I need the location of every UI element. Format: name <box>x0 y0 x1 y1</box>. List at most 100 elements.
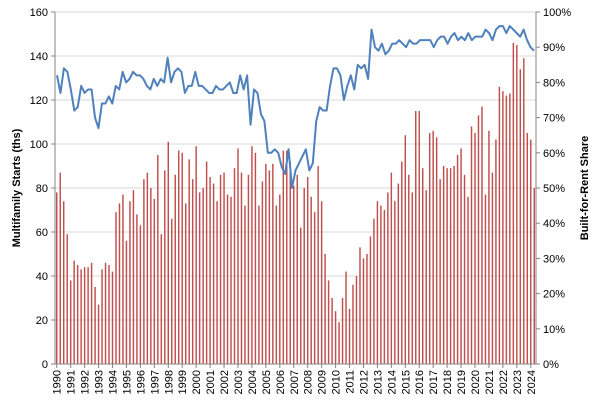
bar <box>352 284 354 364</box>
x-tick-label: 2008 <box>303 370 315 394</box>
bar <box>122 194 124 364</box>
bar <box>66 234 68 364</box>
bar <box>421 168 424 364</box>
bar <box>104 262 107 364</box>
bar <box>415 111 417 364</box>
x-tick-label: 2001 <box>205 370 217 394</box>
bar <box>495 139 497 364</box>
bar <box>334 311 337 364</box>
x-tick-label: 1997 <box>149 370 161 394</box>
bar <box>376 201 379 364</box>
right-tick-label: 0% <box>543 359 559 371</box>
left-tick-label: 20 <box>36 315 48 327</box>
bar <box>418 111 420 364</box>
bar <box>488 130 490 364</box>
bar <box>296 174 298 364</box>
x-tick-label: 2009 <box>317 370 329 394</box>
bar <box>390 172 393 364</box>
bar <box>331 298 333 364</box>
bar <box>293 185 295 364</box>
bar <box>216 201 218 364</box>
bar <box>76 265 79 364</box>
bar <box>310 196 312 364</box>
x-tick-label: 2018 <box>442 370 454 394</box>
bar <box>94 287 96 364</box>
bar <box>115 212 117 364</box>
bar <box>345 271 347 364</box>
x-tick-label: 1995 <box>121 370 133 394</box>
left-tick-label: 60 <box>36 227 48 239</box>
bar <box>160 234 163 364</box>
bar <box>439 179 441 364</box>
bar <box>125 240 128 364</box>
bar <box>317 166 319 364</box>
x-tick-label: 2023 <box>512 370 524 394</box>
bar <box>300 227 302 364</box>
bar <box>178 150 180 364</box>
left-tick-label: 140 <box>30 51 48 63</box>
x-tick-label: 1998 <box>163 370 175 394</box>
bar <box>474 133 476 364</box>
x-tick-label: 1991 <box>66 370 78 394</box>
right-tick-label: 70% <box>543 113 565 125</box>
bar <box>136 214 138 364</box>
bar <box>230 196 232 364</box>
bar <box>383 210 386 364</box>
bar <box>171 218 173 364</box>
bar <box>59 172 61 364</box>
x-tick-label: 2015 <box>400 370 412 394</box>
bar <box>509 93 511 365</box>
bar <box>404 135 407 364</box>
right-tick-label: 80% <box>543 77 565 89</box>
gridlines <box>55 11 536 321</box>
bar <box>240 172 243 364</box>
bar <box>233 168 236 364</box>
x-tick-label: 1992 <box>80 370 92 394</box>
left-tick-label: 80 <box>36 183 48 195</box>
bar <box>198 192 201 364</box>
bar <box>359 247 361 364</box>
bar <box>153 199 156 364</box>
bar <box>516 45 518 364</box>
x-tick-label: 2005 <box>261 370 273 394</box>
bar <box>258 205 260 364</box>
bar <box>202 188 204 364</box>
right-tick-label: 50% <box>543 183 565 195</box>
bar <box>286 150 288 364</box>
bar <box>387 192 389 364</box>
bar <box>453 166 455 364</box>
bar <box>477 115 480 365</box>
bar <box>324 254 326 364</box>
x-tick-label: 2020 <box>470 370 482 394</box>
bar <box>467 196 469 364</box>
bar <box>87 267 89 364</box>
bar <box>150 188 152 364</box>
right-axis-title: Built-for-Rent Share <box>579 136 591 241</box>
bar <box>456 155 459 364</box>
bar <box>373 218 375 364</box>
x-tick-label: 1996 <box>135 370 147 394</box>
bar <box>205 161 208 364</box>
bar <box>470 126 473 365</box>
bar <box>442 166 445 364</box>
x-tick-label: 2000 <box>191 370 203 394</box>
bar <box>174 174 176 364</box>
bar <box>237 148 239 364</box>
left-tick-label: 120 <box>30 95 48 107</box>
left-tick-label: 100 <box>30 139 48 151</box>
line-path <box>56 25 535 189</box>
bar <box>167 141 170 364</box>
x-tick-label: 2024 <box>526 370 538 394</box>
left-tick-label: 0 <box>42 359 48 371</box>
bar <box>289 161 291 364</box>
x-tick-label: 2010 <box>331 370 343 394</box>
bar <box>275 205 278 364</box>
x-tick-label: 2014 <box>386 370 398 394</box>
right-tick-label: 20% <box>543 289 565 301</box>
bar <box>69 280 72 364</box>
bar <box>132 190 135 364</box>
x-tick-label: 1999 <box>177 370 189 394</box>
bar <box>484 194 487 364</box>
bar <box>446 168 448 364</box>
